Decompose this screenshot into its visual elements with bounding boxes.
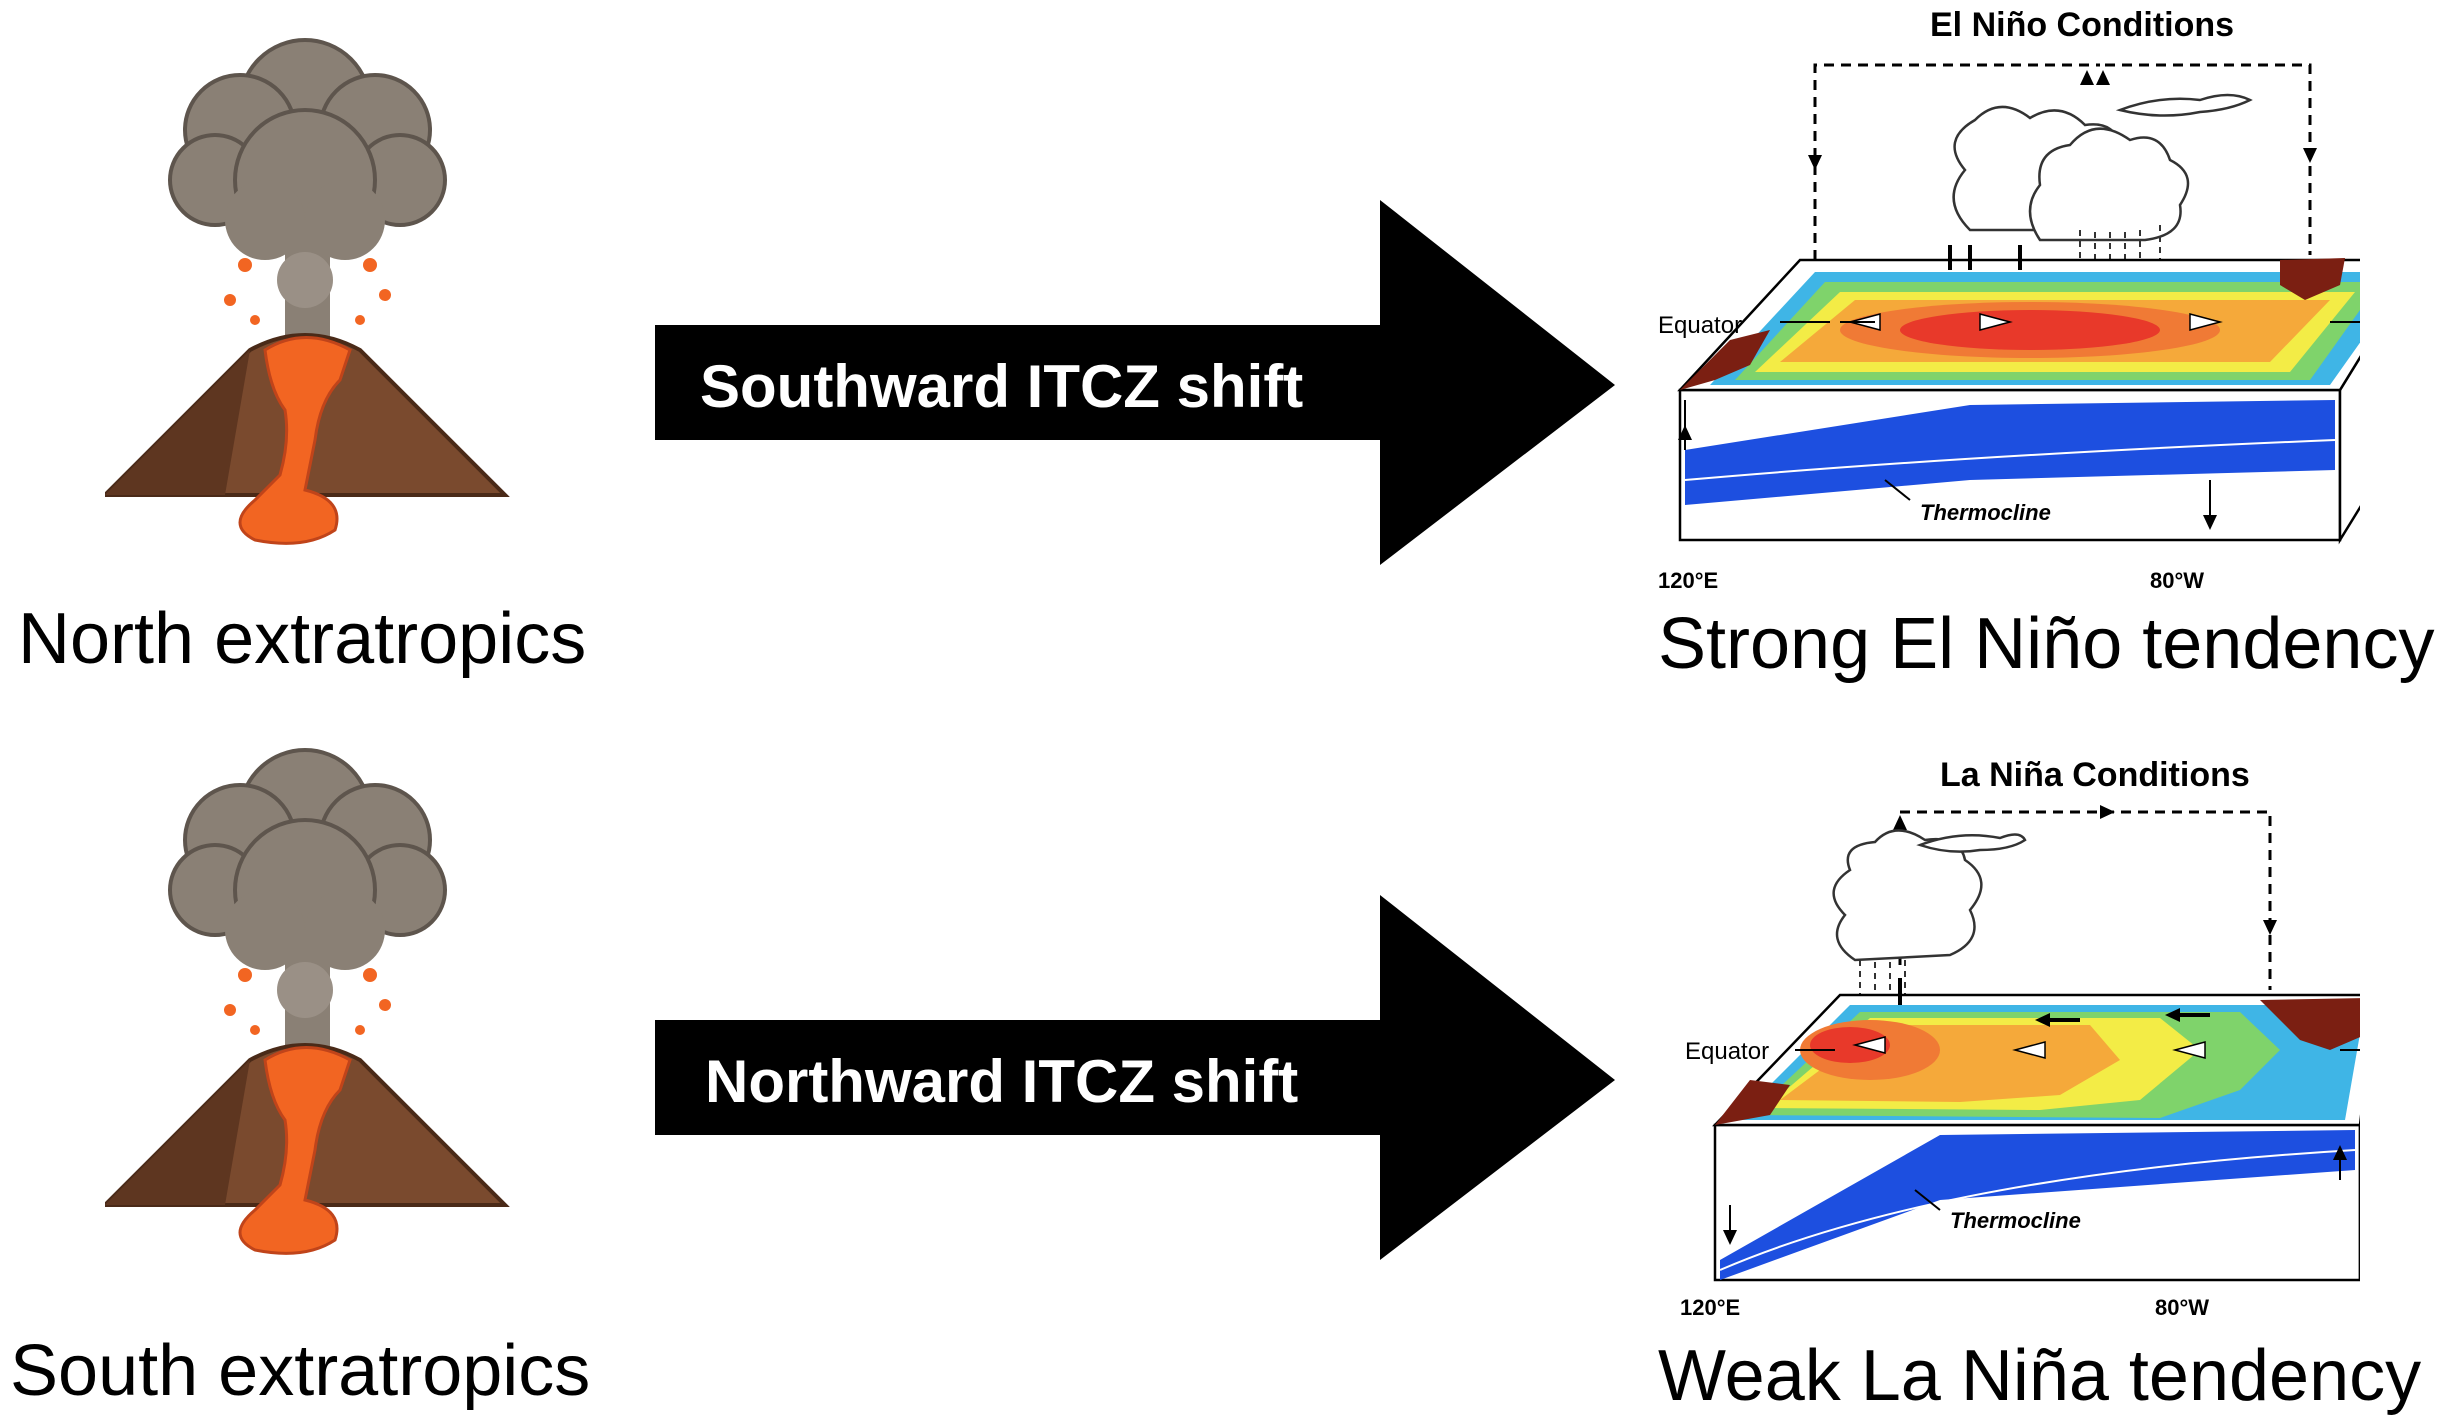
ash-cloud-icon xyxy=(168,38,447,340)
longitude-west-label: 120°E xyxy=(1658,568,1719,593)
outcome-label-el-nino: Strong El Niño tendency xyxy=(1658,604,2435,684)
volcano-icon xyxy=(105,38,510,545)
outcome-label-la-nina: Weak La Niña tendency xyxy=(1658,1336,2422,1416)
volcano-label-north: North extratropics xyxy=(18,599,587,679)
right-arrow-icon xyxy=(655,895,1615,1260)
arrow-label-southward: Southward ITCZ shift xyxy=(700,353,1304,420)
ash-cloud-icon xyxy=(168,748,447,1050)
diagram-title: El Niño Conditions xyxy=(1930,6,2235,44)
arrow-label-northward: Northward ITCZ shift xyxy=(705,1048,1299,1115)
volcano-label-south: South extratropics xyxy=(10,1331,591,1411)
el-nino-diagram: El Niño Conditions xyxy=(1640,0,2360,600)
thermocline-label: Thermocline xyxy=(1950,1208,2081,1233)
la-nina-diagram: La Niña Conditions xyxy=(1640,750,2360,1330)
longitude-east-label: 80°W xyxy=(2150,568,2205,593)
equator-label: Equator xyxy=(1658,312,1743,339)
longitude-west-label: 120°E xyxy=(1680,1295,1741,1320)
lava-icon xyxy=(238,336,352,545)
longitude-east-label: 80°W xyxy=(2155,1295,2210,1320)
diagram-title: La Niña Conditions xyxy=(1940,756,2250,794)
thermocline-label: Thermocline xyxy=(1920,500,2051,525)
equator-label: Equator xyxy=(1685,1038,1770,1065)
ocean-cross-section xyxy=(1712,805,2360,1282)
lava-icon xyxy=(238,1046,352,1255)
right-arrow-icon xyxy=(655,200,1615,565)
volcano-icon xyxy=(105,748,510,1255)
ocean-cross-section xyxy=(1677,63,2360,545)
